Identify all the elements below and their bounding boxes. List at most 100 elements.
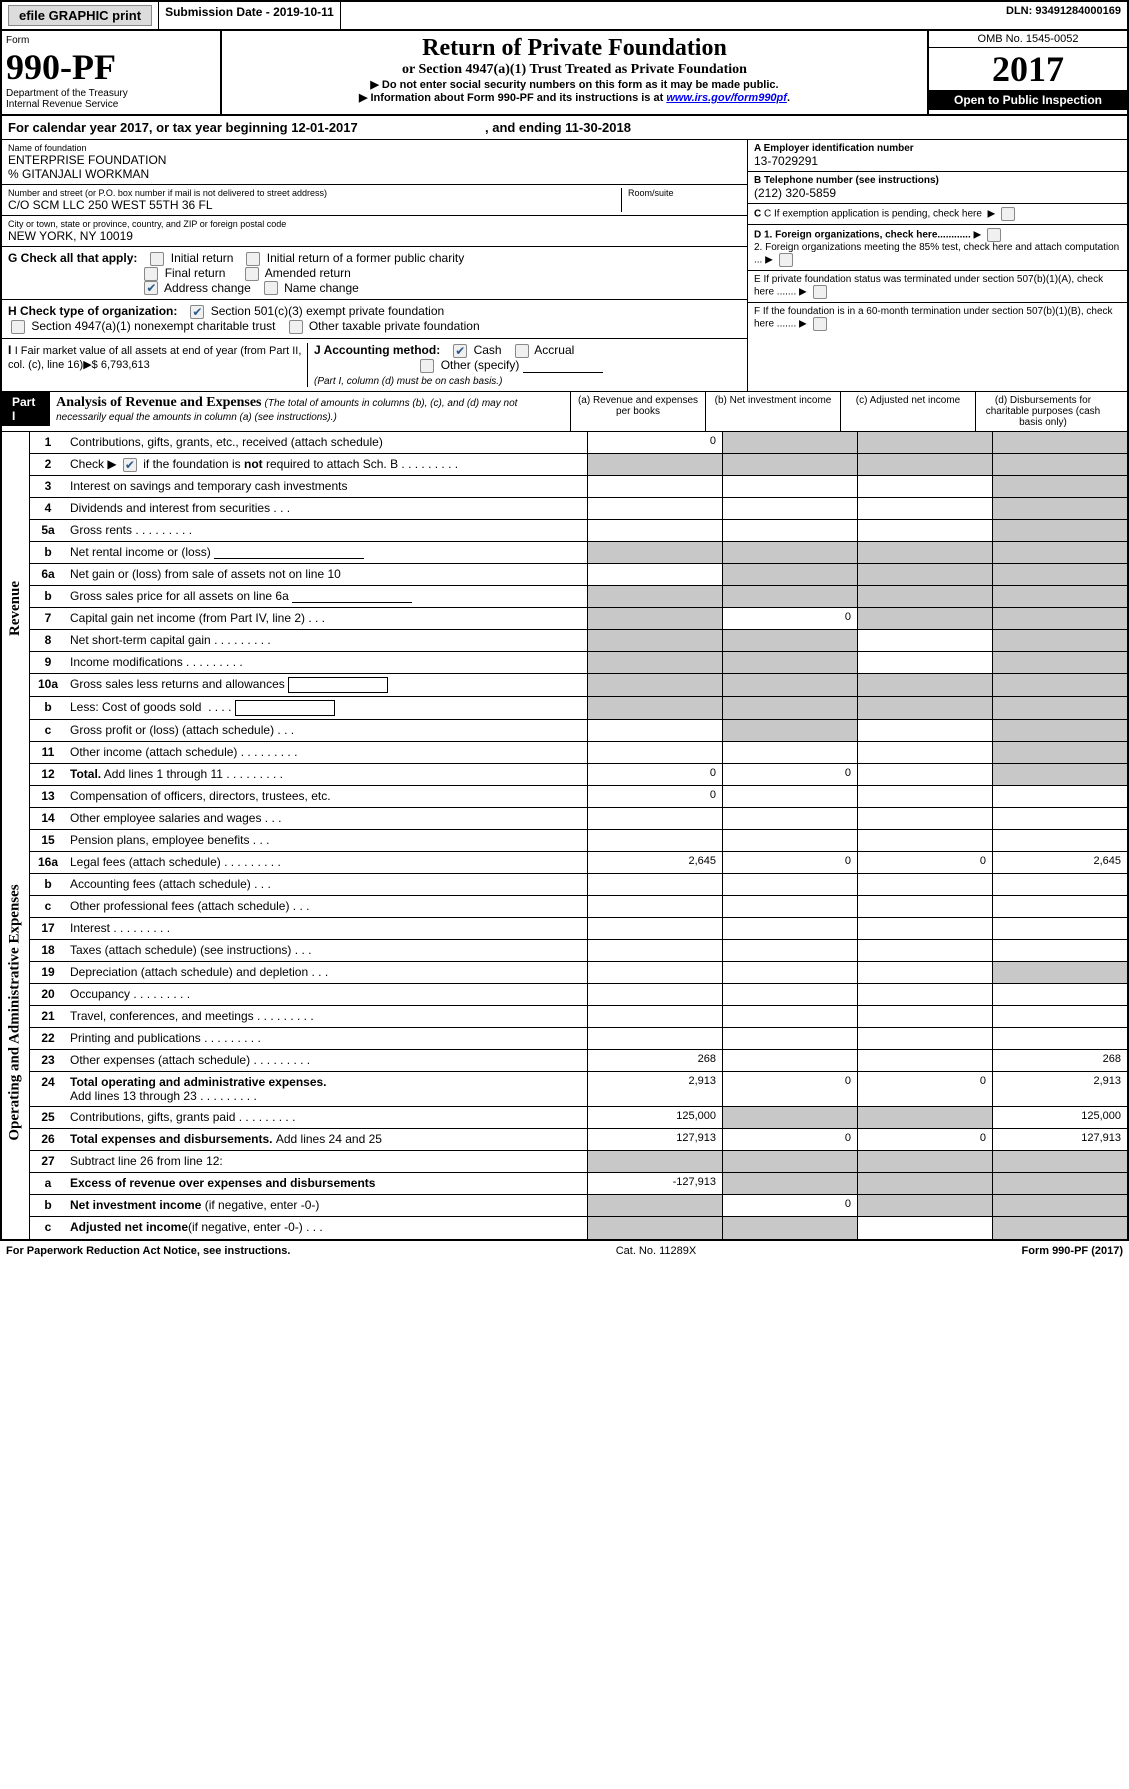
f-cell: F If the foundation is in a 60-month ter…: [748, 303, 1127, 334]
revenue-section: Revenue 1Contributions, gifts, grants, e…: [2, 432, 1127, 786]
info-left: Name of foundation ENTERPRISE FOUNDATION…: [2, 140, 747, 391]
instr2: ▶ Information about Form 990-PF and its …: [226, 91, 923, 104]
info-grid: Name of foundation ENTERPRISE FOUNDATION…: [2, 140, 1127, 392]
part1-desc: Analysis of Revenue and Expenses (The to…: [50, 392, 570, 431]
cb-amended[interactable]: [245, 267, 259, 281]
col-c-head: (c) Adjusted net income: [840, 392, 975, 431]
cb-exemption-pending[interactable]: [1001, 207, 1015, 221]
care-of: % GITANJALI WORKMAN: [8, 167, 741, 181]
g-checks: G Check all that apply: Initial return I…: [2, 247, 747, 300]
footer-right: Form 990-PF (2017): [1022, 1245, 1124, 1257]
foundation-name-cell: Name of foundation ENTERPRISE FOUNDATION…: [2, 140, 747, 185]
form-container: efile GRAPHIC print Submission Date - 20…: [0, 0, 1129, 1241]
header-mid: Return of Private Foundation or Section …: [222, 31, 927, 114]
line24-b: 0: [722, 1072, 857, 1106]
cb-terminated[interactable]: [813, 285, 827, 299]
cb-address-change[interactable]: [144, 281, 158, 295]
line24-c: 0: [857, 1072, 992, 1106]
efile-cell: efile GRAPHIC print: [2, 2, 159, 29]
street-address: C/O SCM LLC 250 WEST 55TH 36 FL: [8, 198, 621, 212]
line25-a: 125,000: [587, 1107, 722, 1128]
info-right: A Employer identification number 13-7029…: [747, 140, 1127, 391]
topbar: efile GRAPHIC print Submission Date - 20…: [2, 2, 1127, 31]
cb-other-taxable[interactable]: [289, 320, 303, 334]
i-fmv: I I Fair market value of all assets at e…: [8, 343, 308, 387]
line26-a: 127,913: [587, 1129, 722, 1150]
col-a-head: (a) Revenue and expenses per books: [570, 392, 705, 431]
line26-b: 0: [722, 1129, 857, 1150]
header: Form 990-PF Department of the Treasury I…: [2, 31, 1127, 116]
ein: 13-7029291: [754, 154, 1121, 168]
room-label: Room/suite: [628, 188, 741, 198]
c-cell: C C If exemption application is pending,…: [748, 204, 1127, 225]
line16a-b: 0: [722, 852, 857, 873]
cb-accrual[interactable]: [515, 344, 529, 358]
cb-501c3[interactable]: [190, 305, 204, 319]
footer-cat: Cat. No. 11289X: [290, 1245, 1021, 1257]
j-accounting: J Accounting method: Cash Accrual Other …: [308, 343, 741, 387]
form-word: Form: [6, 35, 29, 46]
irs: Internal Revenue Service: [6, 99, 118, 110]
form-number: 990-PF: [6, 47, 116, 87]
cb-initial[interactable]: [150, 252, 164, 266]
submission-date: Submission Date - 2019-10-11: [159, 2, 341, 29]
cb-no-schb[interactable]: [123, 458, 137, 472]
header-left: Form 990-PF Department of the Treasury I…: [2, 31, 222, 114]
expenses-label: Operating and Administrative Expenses: [2, 786, 30, 1239]
dept: Department of the Treasury: [6, 88, 128, 99]
title-main: Return of Private Foundation: [226, 35, 923, 62]
line12-b: 0: [722, 764, 857, 785]
line12-a: 0: [587, 764, 722, 785]
tax-year: 2017: [929, 48, 1127, 90]
d-cell: D 1. Foreign organizations, check here..…: [748, 225, 1127, 271]
expenses-section: Operating and Administrative Expenses 13…: [2, 786, 1127, 1239]
cb-name-change[interactable]: [264, 281, 278, 295]
omb: OMB No. 1545-0052: [929, 31, 1127, 48]
line23-a: 268: [587, 1050, 722, 1071]
title-sub: or Section 4947(a)(1) Trust Treated as P…: [226, 62, 923, 78]
footer-left: For Paperwork Reduction Act Notice, see …: [6, 1245, 290, 1257]
header-right: OMB No. 1545-0052 2017 Open to Public In…: [927, 31, 1127, 114]
line26-c: 0: [857, 1129, 992, 1150]
revenue-label: Revenue: [2, 432, 30, 786]
line16a-c: 0: [857, 852, 992, 873]
cb-cash[interactable]: [453, 344, 467, 358]
col-d-head: (d) Disbursements for charitable purpose…: [975, 392, 1110, 431]
part1-badge: Part I: [2, 392, 50, 426]
phone: (212) 320-5859: [754, 186, 1121, 200]
line26-d: 127,913: [992, 1129, 1127, 1150]
city-cell: City or town, state or province, country…: [2, 216, 747, 247]
line7-b: 0: [722, 608, 857, 629]
line27b-b: 0: [722, 1195, 857, 1216]
i-j-row: I I Fair market value of all assets at e…: [2, 339, 747, 391]
cb-4947a1[interactable]: [11, 320, 25, 334]
line1-a: 0: [587, 432, 722, 453]
city-state-zip: NEW YORK, NY 10019: [8, 229, 741, 243]
instr1: ▶ Do not enter social security numbers o…: [226, 78, 923, 91]
line27a-a: -127,913: [587, 1173, 722, 1194]
address-cell: Number and street (or P.O. box number if…: [2, 185, 747, 216]
line24-d: 2,913: [992, 1072, 1127, 1106]
calendar-year-row: For calendar year 2017, or tax year begi…: [2, 116, 1127, 140]
line16a-a: 2,645: [587, 852, 722, 873]
cb-final[interactable]: [144, 267, 158, 281]
line13-a: 0: [587, 786, 722, 807]
line16a-d: 2,645: [992, 852, 1127, 873]
instructions-link[interactable]: www.irs.gov/form990pf: [666, 92, 787, 104]
cb-foreign-org[interactable]: [987, 228, 1001, 242]
phone-cell: B Telephone number (see instructions) (2…: [748, 172, 1127, 204]
dln: DLN: 93491284000169: [341, 2, 1127, 29]
cb-other-method[interactable]: [420, 359, 434, 373]
cb-initial-former[interactable]: [246, 252, 260, 266]
ein-cell: A Employer identification number 13-7029…: [748, 140, 1127, 172]
cb-60month[interactable]: [813, 317, 827, 331]
line25-d: 125,000: [992, 1107, 1127, 1128]
footer: For Paperwork Reduction Act Notice, see …: [0, 1241, 1129, 1261]
col-b-head: (b) Net investment income: [705, 392, 840, 431]
open-inspection: Open to Public Inspection: [929, 90, 1127, 110]
h-checks: H Check type of organization: Section 50…: [2, 300, 747, 339]
cb-foreign-85[interactable]: [779, 253, 793, 267]
foundation-name: ENTERPRISE FOUNDATION: [8, 153, 741, 167]
efile-print-button[interactable]: efile GRAPHIC print: [8, 5, 152, 26]
line24-a: 2,913: [587, 1072, 722, 1106]
